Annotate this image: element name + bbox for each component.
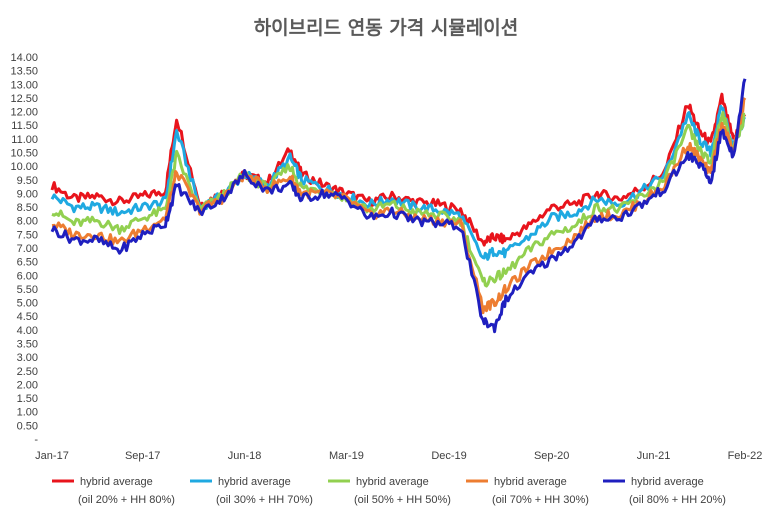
x-tick-label: Jun-21 <box>637 450 671 462</box>
y-tick-label: 7.50 <box>17 229 38 241</box>
x-tick-label: Sep-17 <box>125 450 160 462</box>
series-line <box>50 78 747 334</box>
x-tick-label: Dec-19 <box>431 450 466 462</box>
y-tick-label: 11.50 <box>11 120 38 132</box>
y-tick-label: 14.00 <box>10 52 38 64</box>
x-tick-label: Sep-20 <box>534 450 569 462</box>
y-tick-label: 7.00 <box>17 243 38 255</box>
legend-sublabel: (oil 80% + HH 20%) <box>629 494 726 506</box>
y-tick-label: 8.00 <box>17 216 38 228</box>
y-tick-label: 2.50 <box>17 366 38 378</box>
y-tick-label: 9.00 <box>17 188 38 200</box>
y-tick-label: 10.00 <box>10 161 38 173</box>
plot-area <box>50 78 747 334</box>
x-tick-label: Jun-18 <box>228 450 262 462</box>
x-tick-label: Mar-19 <box>329 450 364 462</box>
y-tick-label: 4.50 <box>17 311 38 323</box>
chart-title: 하이브리드 연동 가격 시뮬레이션 <box>254 17 519 39</box>
legend-label: hybrid average <box>80 476 153 488</box>
y-tick-label: 10.50 <box>10 148 38 160</box>
y-tick-label: 4.00 <box>17 325 38 337</box>
y-tick-label: - <box>34 434 38 446</box>
x-tick-label: Jan-17 <box>35 450 69 462</box>
x-axis: Jan-17 Sep-17 Jun-18 Mar-19 Dec-19 Sep-20 Jun-… <box>35 450 762 462</box>
y-tick-label: 13.00 <box>10 79 38 91</box>
legend: hybrid average (oil 20% + HH 80%) hybrid a… <box>52 476 726 506</box>
legend-sublabel: (oil 70% + HH 30%) <box>492 494 589 506</box>
y-tick-label: 3.00 <box>17 352 38 364</box>
series-line <box>50 104 747 261</box>
y-tick-label: 5.00 <box>17 298 38 310</box>
legend-label: hybrid average <box>631 476 704 488</box>
legend-label: hybrid average <box>356 476 429 488</box>
legend-sublabel: (oil 20% + HH 80%) <box>78 494 175 506</box>
y-tick-label: 12.00 <box>10 107 38 119</box>
y-tick-label: 8.50 <box>17 202 38 214</box>
legend-sublabel: (oil 50% + HH 50%) <box>354 494 451 506</box>
legend-label: hybrid average <box>218 476 291 488</box>
series-line <box>51 111 746 288</box>
y-tick-label: 0.50 <box>17 420 38 432</box>
legend-sublabel: (oil 30% + HH 70%) <box>216 494 313 506</box>
y-tick-label: 13.50 <box>10 66 38 78</box>
y-tick-label: 6.00 <box>17 270 38 282</box>
legend-label: hybrid average <box>494 476 567 488</box>
y-tick-label: 3.50 <box>17 339 38 351</box>
y-tick-label: 9.50 <box>17 175 38 187</box>
y-axis: - 0.501.00 1.50 2.002.50 3.003.50 4.00 4.505.0… <box>10 52 38 446</box>
series-line <box>50 92 747 247</box>
x-tick-label: Feb-22 <box>728 450 763 462</box>
y-tick-label: 5.50 <box>17 284 38 296</box>
y-tick-label: 2.00 <box>17 379 38 391</box>
y-tick-label: 1.00 <box>17 407 38 419</box>
y-tick-label: 6.50 <box>17 257 38 269</box>
y-tick-label: 12.50 <box>10 93 38 105</box>
y-tick-label: 11.00 <box>11 134 38 146</box>
y-tick-label: 1.50 <box>17 393 38 405</box>
